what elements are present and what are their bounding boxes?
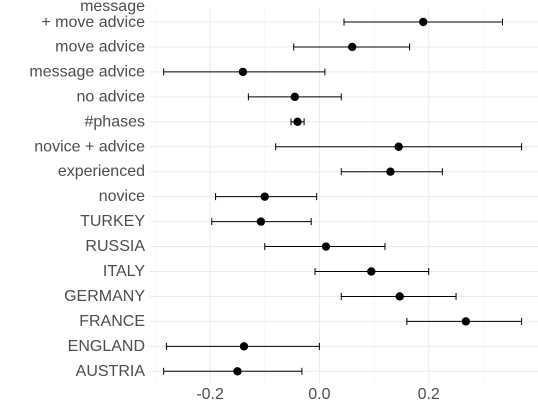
y-tick-label: no advice [77,88,146,105]
estimate-point [239,342,249,351]
y-tick-label: TURKEY [80,213,145,230]
x-tick-label: 0.0 [308,386,330,403]
y-tick-label: AUSTRIA [76,363,146,380]
estimate-point [290,92,300,102]
y-tick-label: move advice [55,38,145,55]
y-tick-label: novice [99,188,145,205]
y-axis-labels: message + move advice move advice message a… [29,0,145,380]
y-tick-label: novice + advice [34,138,145,155]
estimate-point [293,117,302,127]
x-tick-label: 0.2 [418,386,440,403]
x-tick-label: -0.2 [196,386,224,403]
estimate-point [256,217,266,226]
y-tick-label: GERMANY [64,288,145,305]
estimate-point [367,267,376,276]
estimate-point [461,317,471,326]
estimate-point [321,242,331,251]
y-tick-label: message + move advice [41,0,145,31]
estimate-point [386,167,395,176]
y-tick-label: FRANCE [79,313,145,330]
y-tick-label: experienced [58,163,145,180]
estimate-point [347,42,357,52]
estimate-point [394,142,403,151]
estimate-point [233,367,242,376]
grid [150,8,538,383]
estimate-point [395,292,404,301]
estimate-point [238,67,248,77]
estimate-point [419,17,428,27]
estimate-point [260,192,269,201]
x-axis-labels: -0.2 0.0 0.2 [196,386,440,403]
y-tick-label: message advice [29,63,145,80]
estimate-points [233,17,471,376]
y-tick-label: RUSSIA [85,238,145,255]
y-tick-label: #phases [85,113,146,130]
y-tick-label: ITALY [103,263,145,280]
y-tick-label: ENGLAND [68,338,145,355]
